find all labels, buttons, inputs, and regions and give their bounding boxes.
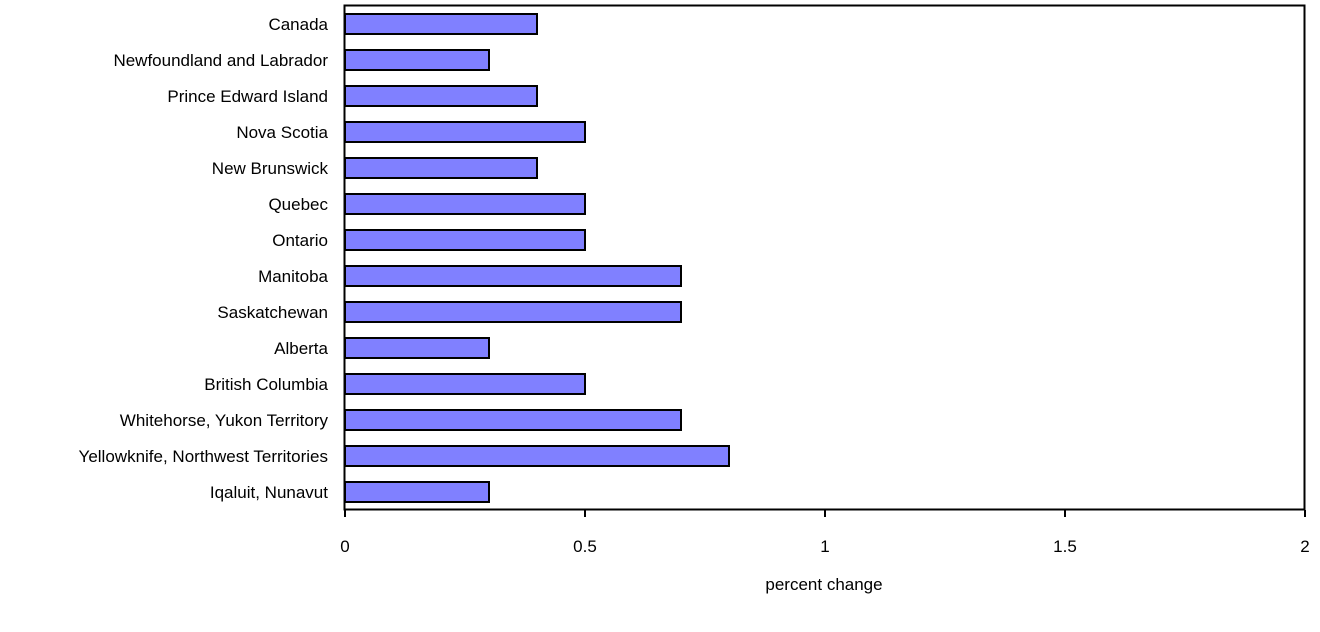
bar bbox=[344, 49, 490, 71]
x-tick-label: 1 bbox=[820, 537, 829, 556]
bar bbox=[344, 229, 586, 251]
category-label: Canada bbox=[268, 15, 328, 34]
x-tick-label: 2 bbox=[1300, 537, 1309, 556]
x-tick-label: 1.5 bbox=[1053, 537, 1077, 556]
category-label: Whitehorse, Yukon Territory bbox=[120, 411, 329, 430]
x-axis-ticks: 0 0.5 1 1.5 2 bbox=[340, 510, 1310, 556]
category-label: Saskatchewan bbox=[217, 303, 328, 322]
category-labels: Canada Newfoundland and Labrador Prince Ed… bbox=[79, 15, 329, 502]
bar bbox=[344, 301, 682, 323]
bar bbox=[344, 445, 730, 467]
category-label: Manitoba bbox=[258, 267, 328, 286]
x-tick-label: 0.5 bbox=[573, 537, 597, 556]
bar bbox=[344, 373, 586, 395]
bar bbox=[344, 481, 490, 503]
bars-layer bbox=[344, 13, 730, 503]
category-label: Nova Scotia bbox=[236, 123, 328, 142]
plot-area bbox=[343, 4, 1306, 511]
bar bbox=[344, 157, 538, 179]
bar bbox=[344, 337, 490, 359]
category-label: Prince Edward Island bbox=[167, 87, 328, 106]
category-label: Alberta bbox=[274, 339, 328, 358]
category-label: Quebec bbox=[268, 195, 328, 214]
bar bbox=[344, 265, 682, 287]
bar bbox=[344, 121, 586, 143]
category-label: New Brunswick bbox=[212, 159, 329, 178]
bar bbox=[344, 13, 538, 35]
bar bbox=[344, 409, 682, 431]
category-label: British Columbia bbox=[204, 375, 328, 394]
category-label: Ontario bbox=[272, 231, 328, 250]
category-label: Newfoundland and Labrador bbox=[113, 51, 328, 70]
category-label: Iqaluit, Nunavut bbox=[210, 483, 328, 502]
category-label: Yellowknife, Northwest Territories bbox=[79, 447, 328, 466]
bar bbox=[344, 85, 538, 107]
bar bbox=[344, 193, 586, 215]
x-tick-label: 0 bbox=[340, 537, 349, 556]
x-axis-title: percent change bbox=[765, 575, 882, 594]
